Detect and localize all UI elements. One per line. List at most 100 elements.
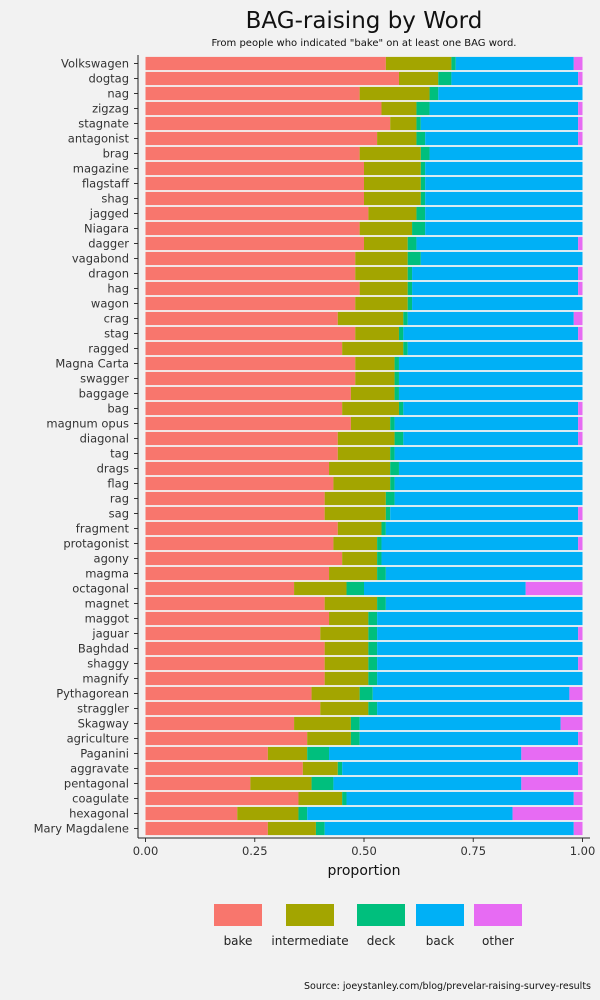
bar-segment-intermediate [359, 221, 413, 236]
bar-segment-intermediate [324, 491, 386, 506]
y-tick-label: flagstaff [82, 177, 130, 191]
bar-segment-deck [381, 521, 386, 536]
bar-segment-intermediate [324, 641, 369, 656]
bar-segment-back [372, 686, 570, 701]
bar-segment-intermediate [364, 176, 421, 191]
bar-segment-back [398, 386, 583, 401]
bar-segment-intermediate [342, 401, 399, 416]
bar-segment-deck [451, 56, 456, 71]
y-tick-label: pentagonal [64, 777, 129, 791]
y-tick-label: octagonal [72, 582, 129, 596]
bar-segment-other [578, 326, 583, 341]
legend-label-back: back [426, 934, 455, 948]
bar-segment-other [578, 416, 583, 431]
legend-swatch-other [474, 904, 522, 926]
bar-segment-back [425, 191, 583, 206]
bar-segment-intermediate [320, 701, 369, 716]
y-tick-label: agony [94, 552, 130, 566]
bar-segment-intermediate [355, 266, 408, 281]
bar-segment-intermediate [298, 791, 343, 806]
bar-segment-intermediate [307, 731, 351, 746]
bar-segment-back [394, 446, 583, 461]
bar-segment-intermediate [333, 476, 391, 491]
bar-segment-deck [407, 236, 417, 251]
bar-segment-back [407, 341, 583, 356]
bar-segment-other [573, 821, 583, 836]
bar-segment-back [394, 491, 583, 506]
bar-segment-intermediate [385, 56, 452, 71]
bar-segment-back [403, 326, 579, 341]
bar-segment-bake [145, 581, 295, 596]
bar-segment-other [578, 116, 583, 131]
y-tick-label: shag [101, 192, 129, 206]
bar-segment-deck [390, 461, 399, 476]
bar-segment-back [377, 701, 583, 716]
bar-segment-bake [145, 686, 312, 701]
bars-group [145, 56, 583, 836]
bar-segment-intermediate [355, 296, 408, 311]
x-tick-label: 0.50 [351, 844, 377, 858]
y-tick-label: agriculture [67, 732, 129, 746]
bar-segment-other [569, 686, 583, 701]
y-tick-label: nag [107, 87, 129, 101]
y-tick-label: jaguar [91, 627, 129, 641]
bar-segment-bake [145, 116, 391, 131]
bar-segment-deck [438, 71, 452, 86]
x-axis-label: proportion [328, 863, 401, 879]
source-note: Source: joeystanley.com/blog/prevelar-ra… [304, 981, 591, 992]
bar-segment-intermediate [333, 536, 378, 551]
bar-segment-intermediate [355, 326, 399, 341]
bar-segment-intermediate [359, 146, 421, 161]
bar-segment-bake [145, 281, 360, 296]
bar-segment-bake [145, 176, 364, 191]
bar-segment-deck [368, 641, 378, 656]
bar-segment-deck [346, 581, 364, 596]
bar-segment-other [578, 401, 583, 416]
bar-segment-back [398, 461, 583, 476]
legend-label-intermediate: intermediate [271, 934, 348, 948]
bar-segment-back [425, 131, 579, 146]
y-tick-label: ragged [88, 342, 129, 356]
bar-segment-intermediate [359, 86, 430, 101]
bar-segment-back [412, 266, 579, 281]
bar-segment-bake [145, 701, 321, 716]
bar-segment-deck [390, 416, 395, 431]
legend: bake intermediate deck back other [214, 904, 522, 948]
bar-segment-intermediate [355, 371, 395, 386]
bar-segment-back [329, 746, 522, 761]
bar-segment-deck [420, 191, 426, 206]
bar-segment-deck [368, 626, 378, 641]
bar-segment-deck [429, 86, 439, 101]
y-tick-label: dagger [88, 237, 129, 251]
bar-segment-bake [145, 206, 369, 221]
bar-segment-bake [145, 416, 351, 431]
bar-segment-deck [337, 761, 343, 776]
chart-title: BAG-raising by Word [246, 8, 483, 34]
bar-segment-deck [390, 446, 395, 461]
bar-segment-intermediate [337, 446, 391, 461]
y-tick-label: diagonal [80, 432, 129, 446]
bar-segment-deck [298, 806, 308, 821]
y-tick-label: shaggy [87, 657, 129, 671]
bar-segment-intermediate [364, 161, 421, 176]
bar-segment-bake [145, 356, 356, 371]
bar-segment-intermediate [337, 431, 395, 446]
y-tick-label: Magna Carta [55, 357, 129, 371]
bar-segment-back [359, 716, 561, 731]
y-tick-label: baggage [79, 387, 129, 401]
bar-segment-deck [307, 746, 330, 761]
bar-segment-other [578, 626, 583, 641]
bar-segment-bake [145, 791, 299, 806]
bar-segment-intermediate [237, 806, 299, 821]
legend-swatch-deck [357, 904, 405, 926]
x-tick-label: 0.75 [460, 844, 486, 858]
y-axis-labels: Volkswagendogtagnagzigzagstagnateantagon… [34, 57, 138, 836]
y-tick-label: vagabond [72, 252, 129, 266]
bar-segment-back [425, 206, 583, 221]
bar-segment-back [385, 566, 583, 581]
bar-segment-intermediate [267, 821, 316, 836]
bar-segment-back [394, 476, 583, 491]
bar-segment-intermediate [329, 461, 391, 476]
bar-segment-deck [390, 476, 395, 491]
bar-segment-back [381, 536, 579, 551]
